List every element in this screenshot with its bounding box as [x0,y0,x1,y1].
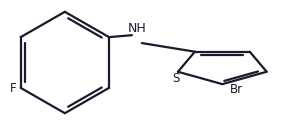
Text: F: F [10,82,17,95]
Text: NH: NH [127,22,146,35]
Text: S: S [172,72,180,85]
Text: Br: Br [230,83,243,96]
